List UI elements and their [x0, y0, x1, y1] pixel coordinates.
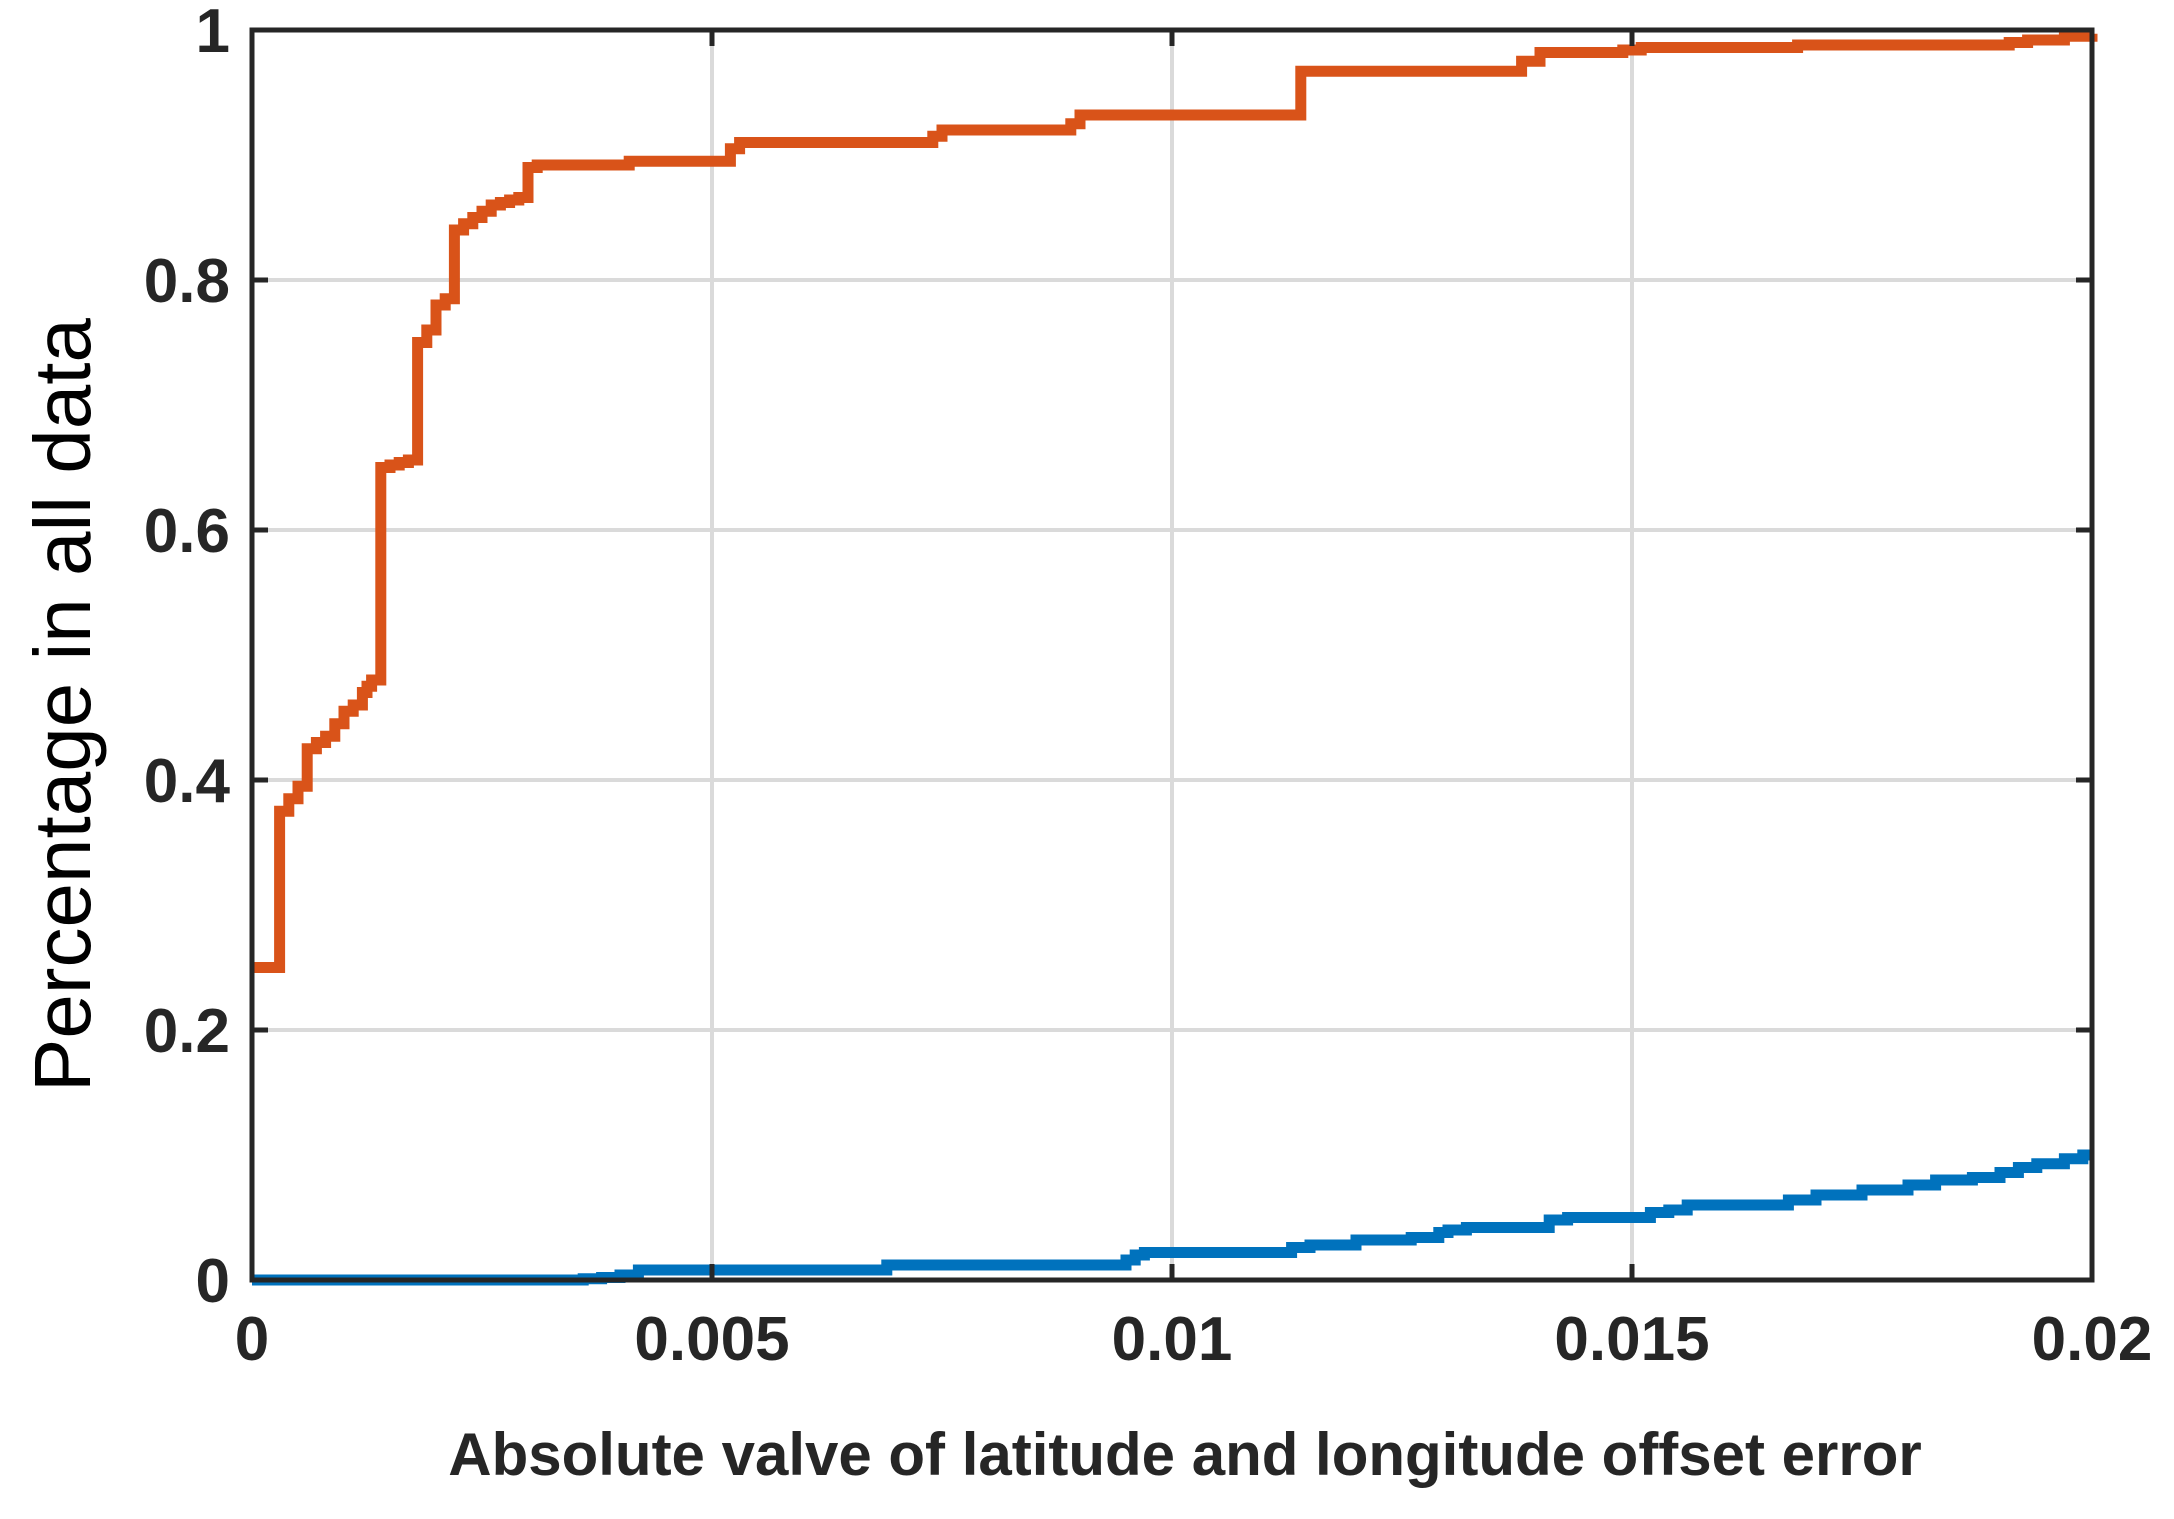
series-line-2: [252, 1149, 2092, 1286]
y-tick-label: 0.4: [144, 747, 231, 816]
x-tick-label: 0.01: [1112, 1305, 1233, 1374]
tick-labels: 0 0.005 0.01 0.015 0.02 0 0.2 0.4 0.6 0.8 1: [144, 0, 2153, 1374]
y-axis-label: Percentage in all data: [18, 318, 107, 1092]
x-tick-label: 0: [235, 1305, 269, 1374]
series-group: [252, 30, 2098, 1286]
y-tick-label: 0.2: [144, 997, 230, 1066]
series-line-1: [252, 30, 2098, 973]
x-tick-label: 0.015: [1554, 1305, 1709, 1374]
y-tick-label: 1: [196, 0, 230, 66]
x-axis-label: Absolute valve of latitude and longitude…: [448, 1421, 1922, 1488]
x-tick-label: 0.005: [634, 1305, 789, 1374]
axis-ticks: [249, 27, 2095, 1283]
y-tick-label: 0.6: [144, 497, 230, 566]
x-tick-label: 0.02: [2032, 1305, 2153, 1374]
y-tick-label: 0.8: [144, 247, 230, 316]
y-tick-label: 0: [196, 1247, 230, 1316]
grid-lines: [252, 30, 2092, 1280]
